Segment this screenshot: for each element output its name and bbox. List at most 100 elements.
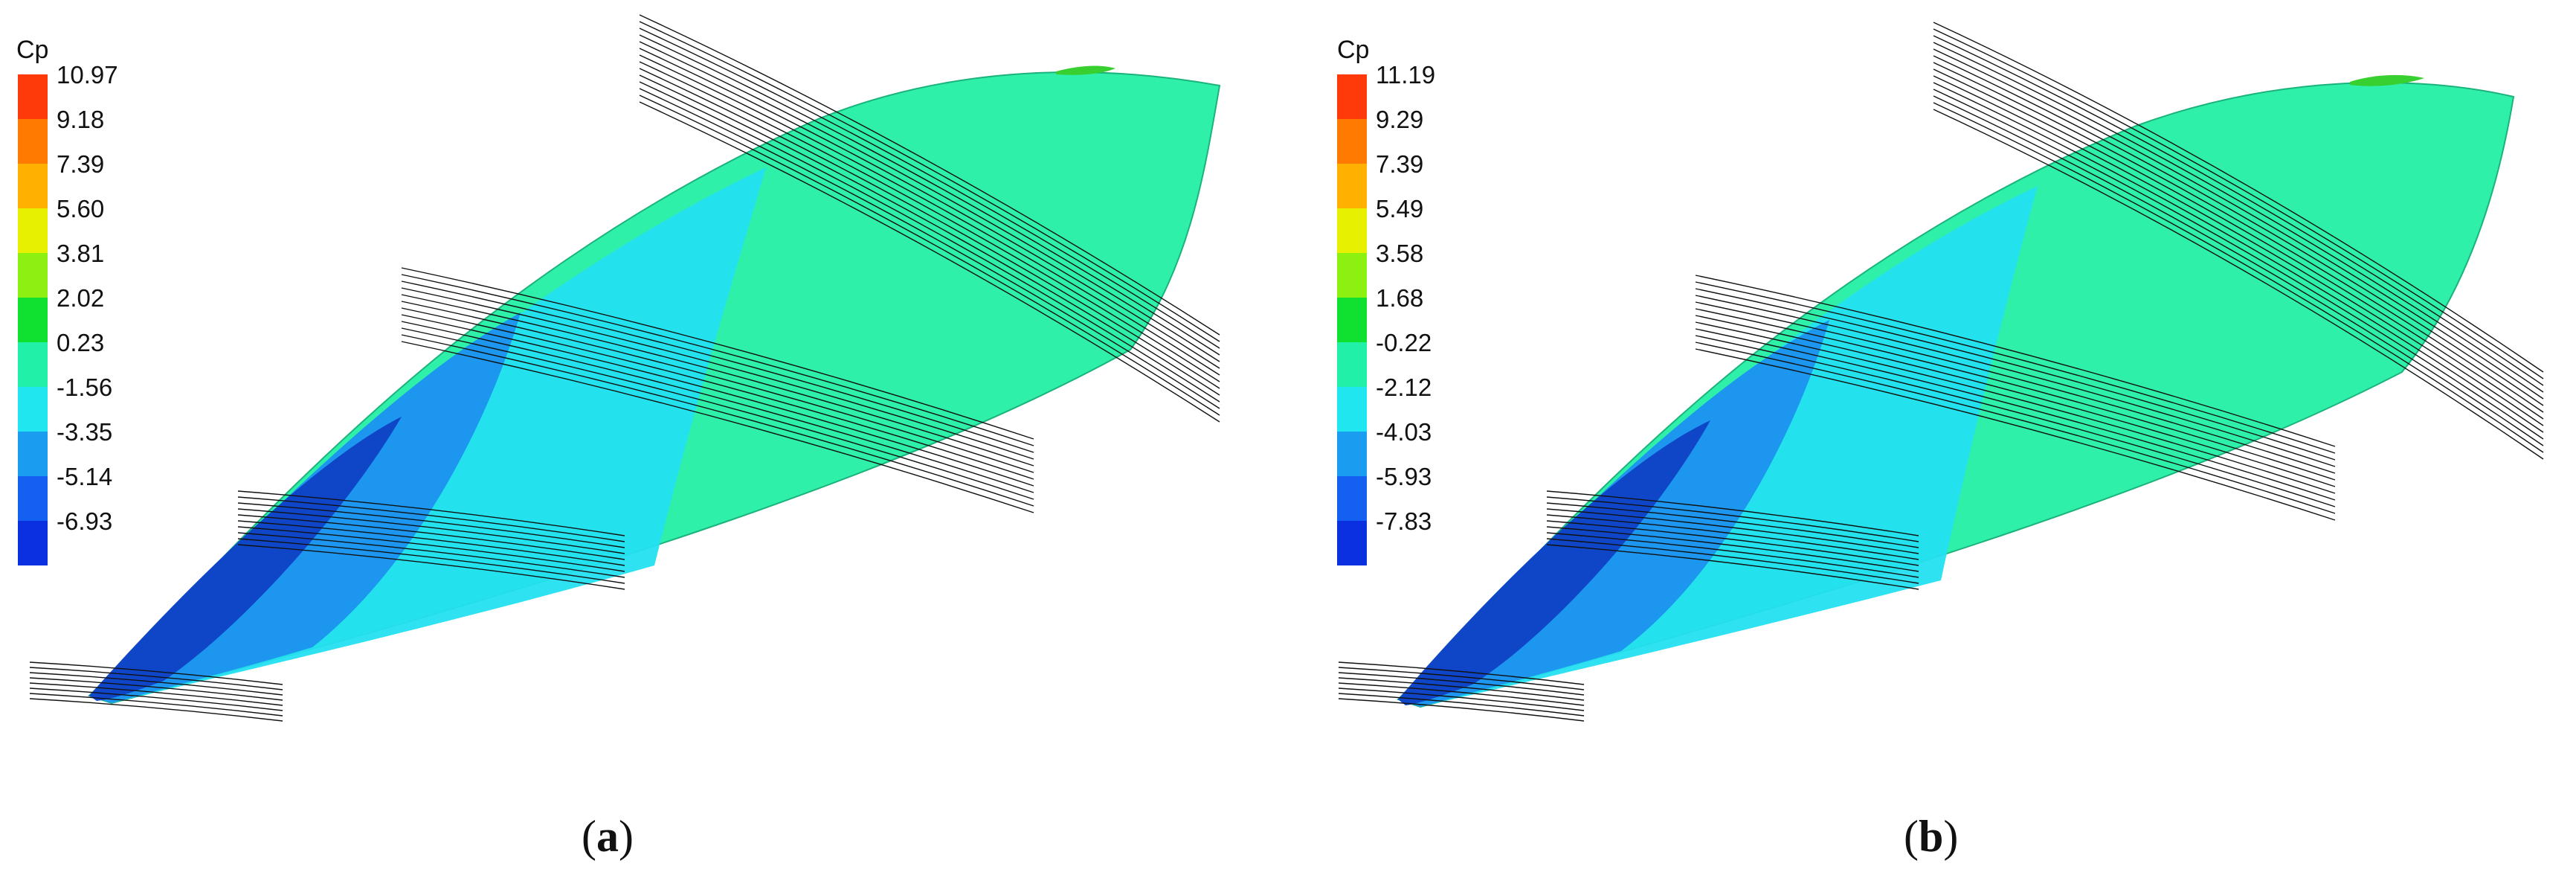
legend-tick-label: 5.49 — [1376, 195, 1424, 222]
legend-tick-label: 11.19 — [1376, 61, 1436, 89]
streamline — [1933, 48, 2544, 400]
streamline — [1338, 677, 1585, 701]
legend-tick-label: -2.12 — [1376, 374, 1432, 401]
streamline — [237, 502, 625, 548]
legend-tick-label: 3.81 — [57, 240, 105, 267]
streamline — [401, 314, 1034, 487]
streamline — [1546, 538, 1919, 584]
streamline — [639, 28, 1220, 349]
streamline — [401, 307, 1034, 480]
legend-swatch — [18, 521, 48, 565]
caption-close-b: ) — [1943, 812, 1959, 861]
streamline — [237, 538, 625, 584]
streamline — [1338, 693, 1585, 717]
streamline — [1695, 288, 2336, 461]
legend-tick-label: 9.18 — [57, 106, 105, 133]
streamline — [1695, 281, 2336, 454]
legend-tick-label: 7.39 — [1376, 150, 1424, 178]
streamline — [401, 321, 1034, 493]
streamline — [1695, 301, 2336, 474]
streamline — [401, 327, 1034, 500]
streamline — [237, 544, 625, 590]
streamline — [639, 41, 1220, 362]
streamline — [1546, 496, 1919, 542]
legend-tick-label: 2.02 — [57, 284, 105, 312]
legend-swatch — [18, 119, 48, 164]
streamline — [1695, 328, 2336, 501]
legend-title-a: Cp — [16, 36, 49, 64]
streamline — [237, 508, 625, 554]
streamline — [1933, 75, 2544, 426]
legend-swatch — [18, 476, 48, 521]
caption-close-a: ) — [618, 812, 634, 861]
caption-a: (a) — [582, 811, 634, 862]
streamline — [1933, 102, 2544, 453]
blade-surface-b — [1338, 22, 2544, 722]
streamline — [639, 54, 1220, 376]
streamline — [1338, 667, 1585, 690]
streamline — [1546, 526, 1919, 572]
streamline — [1933, 89, 2544, 440]
legend-tick-label: 5.60 — [57, 195, 105, 222]
streamline — [401, 287, 1034, 460]
streamline — [1546, 490, 1919, 536]
legend-swatch — [1337, 298, 1367, 342]
caption-open-b: ( — [1904, 812, 1919, 861]
streamline — [1933, 28, 2544, 379]
legend-swatch — [1337, 164, 1367, 208]
caption-letter-b: b — [1918, 812, 1944, 861]
streamline — [639, 81, 1220, 403]
legend-swatch — [18, 342, 48, 387]
streamline — [1546, 502, 1919, 548]
legend-tick-label: 10.97 — [57, 61, 118, 89]
caption-b: (b) — [1904, 811, 1958, 862]
blade-surface-a — [29, 14, 1221, 722]
streamline — [401, 267, 1034, 440]
legend-swatch — [18, 208, 48, 253]
streamline — [401, 301, 1034, 473]
legend-tick-label: -7.83 — [1376, 507, 1432, 535]
legend-swatch — [1337, 342, 1367, 387]
legend-tick-label: 7.39 — [57, 150, 105, 178]
legend-tick-label: 9.29 — [1376, 106, 1424, 133]
legend-tick-label: -3.35 — [57, 418, 113, 446]
legend-swatch — [1337, 521, 1367, 565]
legend-tick-label: -6.93 — [57, 507, 113, 535]
streamline — [1546, 508, 1919, 554]
streamline — [29, 688, 283, 711]
streamline — [639, 61, 1220, 382]
streamline — [1338, 682, 1585, 706]
streamline — [1695, 275, 2336, 447]
streamline — [237, 526, 625, 572]
streamline — [237, 490, 625, 536]
legend-tick-label: -5.14 — [57, 463, 113, 490]
legend-swatch — [1337, 432, 1367, 476]
streamline — [1695, 315, 2336, 487]
legend-tick-label: 3.58 — [1376, 240, 1424, 267]
streamline — [1933, 68, 2544, 420]
streamline — [1695, 348, 2336, 521]
panel-a: Cp 10.97 9.18 7.39 5.60 3.81 2.02 0.23 -1.56 -3.… — [16, 14, 1221, 862]
legend-swatch — [1337, 74, 1367, 119]
legend-tick-label: 0.23 — [57, 329, 105, 356]
legend-swatch — [18, 387, 48, 432]
legend-swatch — [1337, 387, 1367, 432]
legend-swatch — [1337, 253, 1367, 298]
streamline — [639, 68, 1220, 389]
streamline — [29, 677, 283, 701]
streamline — [1933, 95, 2544, 446]
legend-swatch — [18, 432, 48, 476]
streamline — [1546, 532, 1919, 578]
streamline — [639, 14, 1220, 336]
legend-swatch — [1337, 476, 1367, 521]
streamline — [1695, 308, 2336, 481]
streamline — [1338, 698, 1585, 722]
streamline — [1695, 342, 2336, 514]
streamline — [29, 667, 283, 690]
streamline — [639, 94, 1220, 416]
streamline — [401, 281, 1034, 453]
streamline — [1338, 672, 1585, 696]
legend-tick-label: -1.56 — [57, 374, 113, 401]
streamline — [237, 496, 625, 542]
streamline — [1933, 55, 2544, 406]
